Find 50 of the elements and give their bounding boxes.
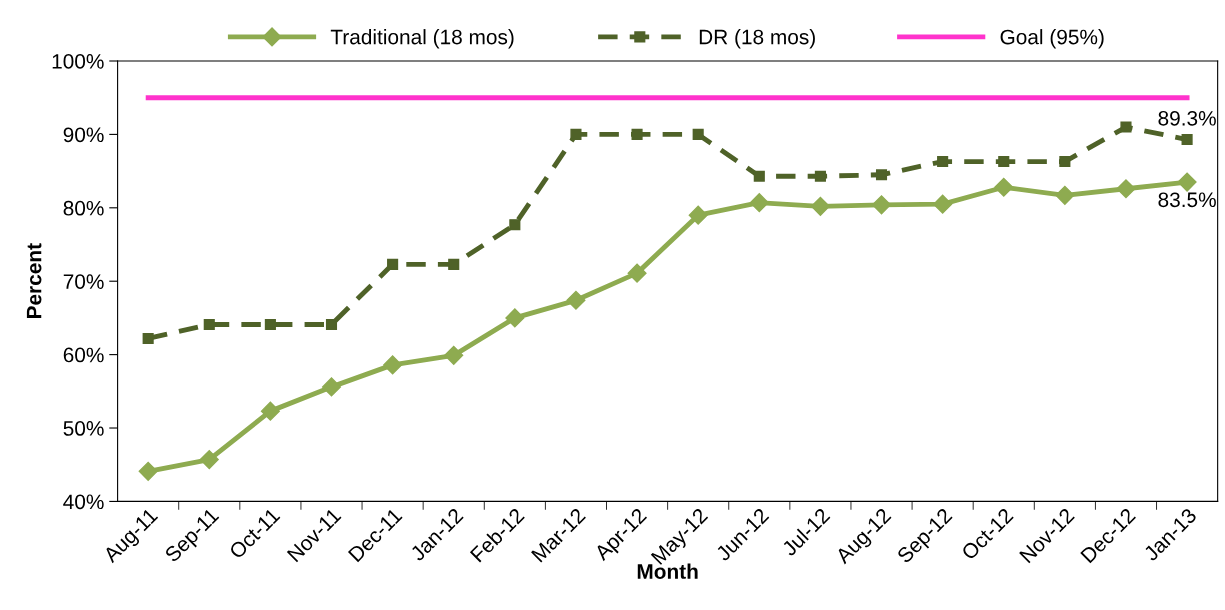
point [627,263,647,283]
point [753,170,765,182]
point [138,461,158,481]
point [387,258,399,270]
point [142,332,154,345]
point [509,219,521,231]
point [871,195,892,215]
point [260,401,280,421]
point [749,193,769,213]
data-label: 89.3% [1158,110,1216,126]
point [994,177,1014,197]
y-axis-title: Percent [26,243,42,319]
legend-label: Goal (95%) [1000,29,1104,49]
legend-label: DR (18 mos) [699,29,815,49]
y-tick-label: 60% [63,347,104,363]
y-tick-label: 80% [63,200,104,216]
point [810,196,830,216]
point [631,128,643,140]
x-axis-title: Month [637,563,698,579]
point [875,169,888,181]
point [1116,179,1136,199]
point [325,318,338,331]
point [566,290,586,310]
point [1177,172,1197,192]
point [505,308,525,328]
point [1059,156,1071,168]
point [321,377,342,397]
point [203,318,215,331]
point [933,194,953,214]
point [688,205,708,225]
legend-label: Traditional (18 mos) [330,29,514,49]
point [692,128,704,140]
point [1055,185,1075,205]
point [199,450,219,470]
y-tick-label: 70% [63,274,104,289]
y-tick-label: 40% [63,494,104,510]
point [444,345,464,365]
point [1181,133,1193,146]
point [383,355,403,375]
y-tick-label: 100% [52,54,104,69]
point [814,170,826,182]
data-label: 83.5% [1158,192,1216,208]
point [570,128,582,140]
y-tick-label: 90% [63,127,104,143]
point [1120,121,1132,133]
point [998,156,1010,168]
point [448,258,460,270]
point [264,318,276,331]
point [937,156,949,168]
y-tick-label: 50% [63,421,104,436]
